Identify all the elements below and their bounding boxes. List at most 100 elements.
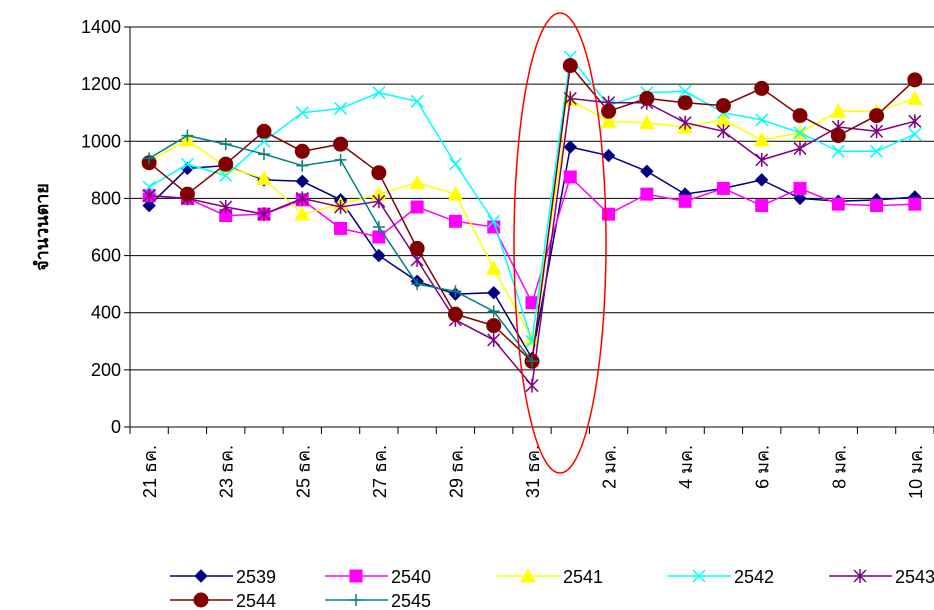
data-point-2544 [754, 80, 770, 96]
data-point-2545 [258, 148, 270, 161]
y-tick-label: 200 [91, 360, 121, 380]
gridlines [130, 26, 934, 371]
y-tick-label: 600 [91, 246, 121, 266]
data-point-2545 [296, 159, 309, 172]
x-tick-label: 8 มค. [829, 445, 849, 489]
x-tick-label: 27 ธค. [370, 445, 390, 498]
data-point-2539 [563, 140, 577, 154]
x-tick-label: 2 มค. [600, 445, 620, 489]
data-point-2544 [179, 186, 195, 202]
x-tick-labels: 21 ธค. 23 ธค. 25 ธค. 27 ธค. 29 ธค. 31 ธค. 2 มค… [140, 445, 926, 499]
legend-label: 2540 [391, 567, 431, 587]
data-point-2539 [793, 191, 807, 206]
y-tick-label: 0 [111, 417, 121, 437]
data-point-2541 [830, 103, 847, 118]
legend-swatch-marker [350, 594, 362, 606]
data-point-2541 [447, 186, 464, 201]
axes [124, 26, 934, 434]
data-point-2543 [525, 378, 539, 393]
legend-item-2540: 2540 [325, 567, 431, 587]
data-point-2540 [870, 199, 884, 213]
data-point-2540 [908, 197, 922, 211]
y-tick-labels: 0 200 400 600 800 1000 1200 1400 [81, 17, 121, 437]
data-point-2540 [755, 199, 769, 213]
data-point-2544 [907, 72, 923, 88]
data-point-2542 [908, 127, 922, 141]
series-2540 [142, 170, 922, 310]
data-point-2543 [219, 200, 233, 214]
data-point-2539 [487, 286, 501, 300]
legend-label: 2539 [236, 567, 276, 587]
data-point-2539 [755, 173, 769, 187]
legend-label: 2544 [236, 591, 276, 610]
legend-label: 2541 [563, 567, 603, 587]
data-point-2542 [525, 334, 539, 348]
y-tick-label: 1400 [81, 17, 121, 37]
data-point-2541 [256, 170, 272, 185]
y-tick-label: 1000 [81, 131, 121, 151]
highlight-ellipse [513, 12, 607, 474]
legend-swatch-marker [349, 569, 363, 583]
data-point-2544 [715, 98, 731, 114]
data-point-2543 [908, 114, 922, 129]
data-point-2545 [219, 138, 232, 151]
data-point-2540 [831, 197, 845, 211]
series-2545 [143, 129, 538, 368]
data-point-2539 [142, 198, 156, 213]
data-point-2542 [870, 144, 884, 158]
data-point-2541 [409, 174, 425, 190]
data-point-2543 [870, 124, 884, 139]
legend-item-2542: 2542 [668, 567, 774, 587]
legend-item-2545: 2545 [325, 591, 431, 610]
data-point-2543 [142, 188, 156, 203]
data-point-2543 [678, 115, 692, 130]
data-point-2540 [793, 181, 807, 195]
data-point-2545 [143, 152, 156, 165]
legend-swatch-marker [193, 592, 209, 608]
legend-label: 2545 [391, 591, 431, 610]
data-point-2544 [792, 108, 808, 124]
data-point-2544 [409, 240, 425, 256]
plot-series [141, 50, 923, 393]
x-tick-label: 23 ธค. [217, 445, 237, 498]
data-point-2542 [755, 113, 769, 127]
data-point-2543 [793, 141, 807, 156]
data-point-2540 [448, 214, 462, 228]
legend-item-2541: 2541 [497, 567, 603, 587]
data-point-2542 [410, 94, 424, 108]
data-point-2542 [831, 144, 845, 158]
data-point-2542 [448, 157, 462, 171]
data-point-2545 [487, 305, 500, 318]
data-point-2545 [372, 221, 385, 233]
x-tick-label: 6 มค. [753, 445, 773, 489]
data-point-2545 [334, 153, 347, 166]
data-point-2542 [487, 214, 501, 228]
data-point-2539 [601, 148, 616, 163]
data-point-2541 [294, 206, 311, 221]
data-point-2545 [449, 285, 462, 298]
data-point-2544 [830, 128, 846, 144]
x-tick-label: 21 ธค. [140, 445, 160, 498]
data-point-2542 [219, 169, 233, 183]
y-tick-label: 400 [91, 303, 121, 323]
data-point-2540 [410, 200, 424, 214]
data-point-2544 [869, 108, 885, 124]
legend-item-2543: 2543 [829, 567, 934, 587]
legend-swatch-marker [692, 569, 706, 583]
x-tick-label: 10 มค. [906, 445, 926, 499]
data-point-2540 [602, 207, 616, 221]
x-tick-label: 29 ธค. [446, 445, 466, 498]
data-point-2544 [371, 165, 387, 181]
data-point-2543 [295, 191, 309, 206]
data-point-2541 [715, 111, 732, 127]
data-point-2542 [678, 84, 692, 98]
data-point-2542 [295, 106, 309, 120]
data-point-2544 [677, 95, 693, 111]
legend-item-2544: 2544 [170, 591, 276, 610]
legend-swatch-marker [194, 569, 208, 583]
y-tick-label: 1200 [81, 74, 121, 94]
data-point-2540 [334, 221, 348, 235]
y-axis-title: จำนวนตาย [32, 183, 53, 271]
legend-swatch-marker [520, 567, 536, 583]
